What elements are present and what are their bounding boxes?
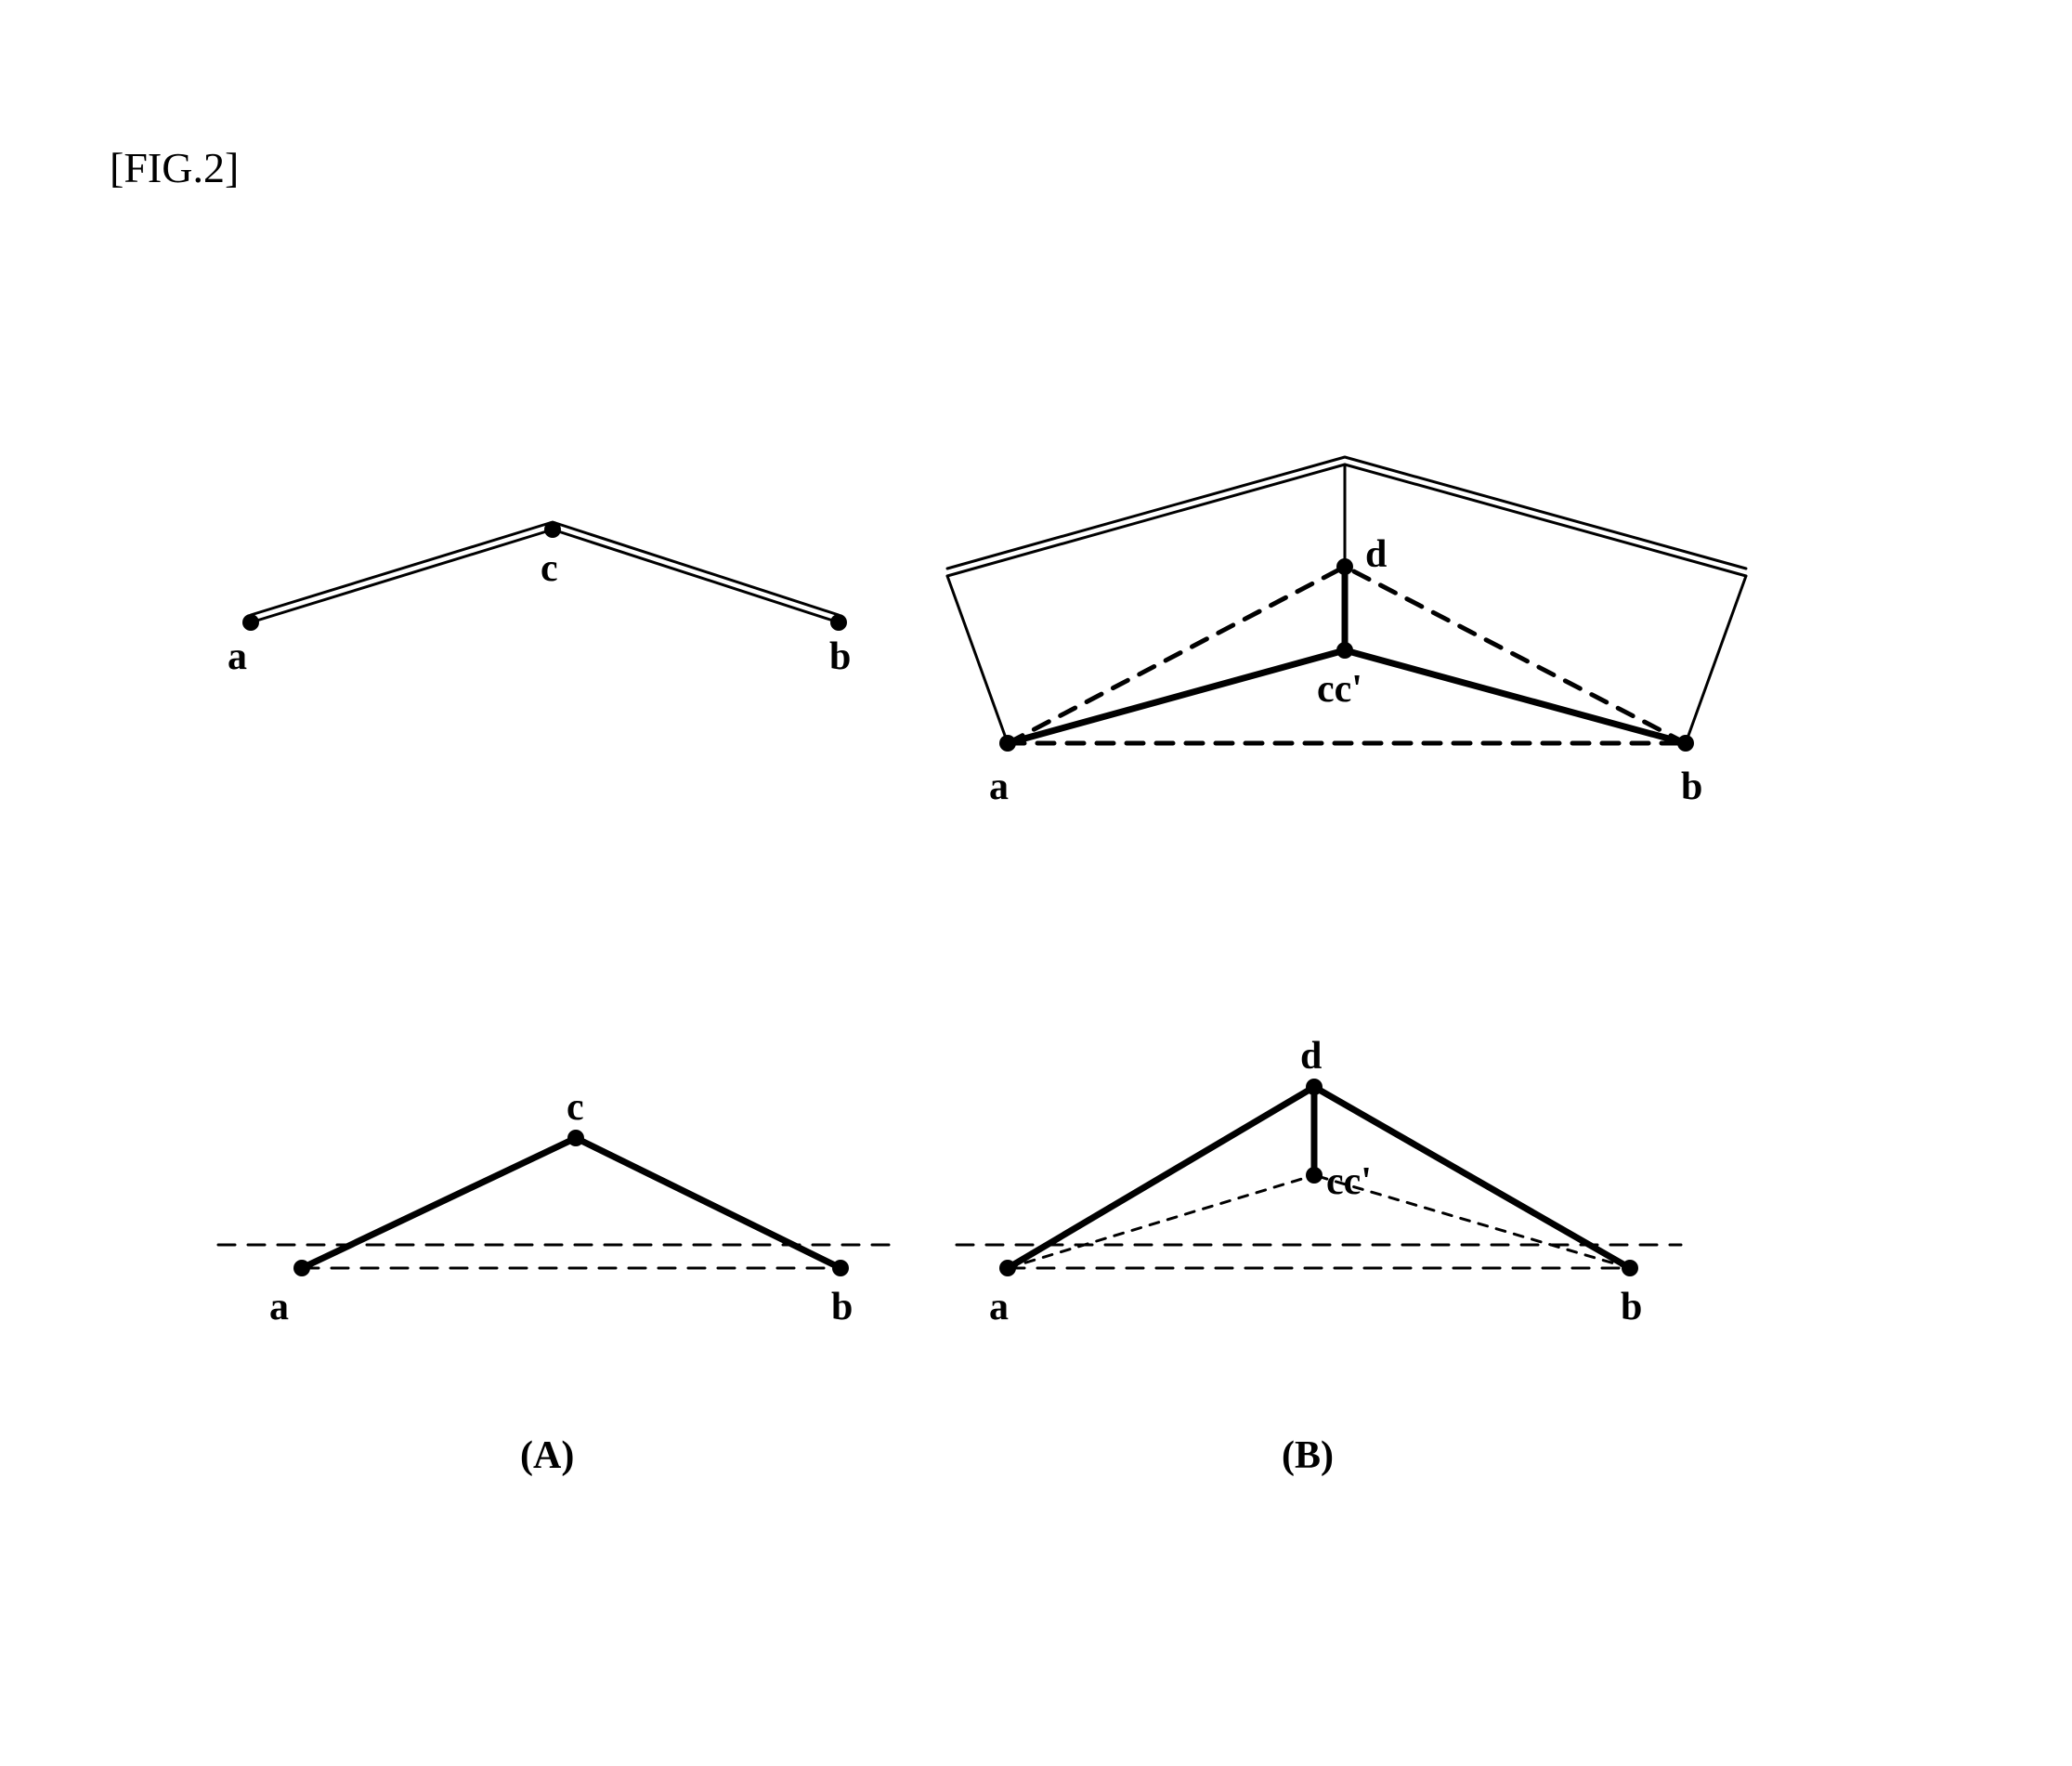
caption-a: (A): [520, 1434, 574, 1477]
svg-text:b: b: [1621, 1286, 1642, 1328]
diagram-svg: a b c a b cc' d a b c a b cc' d (A) (B): [0, 0, 2072, 1766]
svg-text:b: b: [1681, 765, 1702, 808]
svg-text:b: b: [831, 1286, 853, 1328]
svg-text:a: a: [989, 1286, 1009, 1328]
svg-text:a: a: [989, 765, 1009, 808]
svg-text:c: c: [567, 1086, 584, 1129]
svg-text:a: a: [269, 1286, 289, 1328]
svg-text:b: b: [829, 635, 851, 678]
svg-text:cc': cc': [1317, 668, 1362, 711]
figure-page: [FIG.2] abcabcc'dabcabcc'd(A)(B): [0, 0, 2072, 1766]
svg-text:c: c: [541, 547, 558, 590]
svg-text:a: a: [228, 635, 247, 678]
svg-text:cc': cc': [1326, 1160, 1372, 1203]
svg-text:d: d: [1300, 1035, 1322, 1078]
caption-b: (B): [1282, 1434, 1334, 1477]
svg-text:d: d: [1365, 533, 1387, 576]
